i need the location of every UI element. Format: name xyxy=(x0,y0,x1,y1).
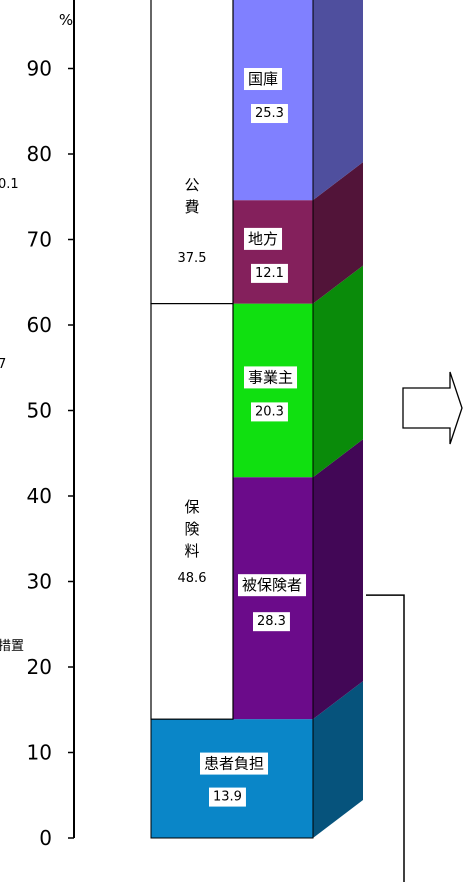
segment-value-label-box xyxy=(209,787,246,807)
bar-segment-side xyxy=(313,439,363,720)
bar-segment xyxy=(233,0,313,201)
segment-name-label-box xyxy=(244,68,283,91)
segment-name-label-box xyxy=(244,366,298,389)
segment-value-label: 13.9 xyxy=(213,790,242,805)
annotations: 公費 37.5 保険料 48.6 患者負担 13.9 被保険者 28.3 事業主 20.3 地方 12… xyxy=(178,68,463,882)
y-tick-label: 40 xyxy=(27,484,52,508)
bar-segment xyxy=(233,303,313,478)
y-axis-unit: % xyxy=(59,11,73,29)
bar-segment-side xyxy=(313,265,363,478)
segment-name-label: 被保険者 xyxy=(242,576,302,594)
left-column-label-char: 費 xyxy=(184,198,199,216)
segment-name-label: 事業主 xyxy=(248,368,293,386)
segment-value-label: 20.3 xyxy=(255,404,284,419)
y-tick-label: 0 xyxy=(39,826,52,850)
segment-value-label-box xyxy=(253,612,290,632)
segment-name-label: 患者負担 xyxy=(204,755,264,773)
y-tick-label: 70 xyxy=(27,228,52,252)
bar-segment xyxy=(233,200,313,304)
segment-value-label-box xyxy=(251,402,288,422)
segment-value-label: 25.3 xyxy=(255,106,284,121)
y-tick-label: 50 xyxy=(27,399,52,423)
bar-segment-side xyxy=(313,162,363,304)
bar-segment-side xyxy=(313,0,363,201)
insurance-premium-block xyxy=(150,303,234,720)
segment-value-label: 28.3 xyxy=(257,614,286,629)
clipped-left-texts: 0.1 7 措置 xyxy=(0,177,24,654)
y-tick-label: 90 xyxy=(27,57,52,81)
left-column-label-char: 公 xyxy=(184,176,199,194)
clipped-left-text: 7 xyxy=(0,357,6,372)
segment-value-label-box xyxy=(251,263,288,283)
y-axis: %0102030405060708090100 xyxy=(27,0,75,850)
y-tick-label: 10 xyxy=(27,741,52,765)
clipped-left-text: 0.1 xyxy=(0,177,19,192)
bar-segment xyxy=(151,719,313,838)
segment-value-label: 12.1 xyxy=(255,266,284,281)
left-column-label-char: 料 xyxy=(184,542,199,560)
y-tick-label: 20 xyxy=(27,655,52,679)
left-column-label-char: 険 xyxy=(184,520,199,538)
segment-name-label-box xyxy=(238,574,307,597)
y-tick-label: 80 xyxy=(27,142,52,166)
right-arrow-icon xyxy=(402,371,463,445)
left-column-value: 48.6 xyxy=(178,571,207,586)
stacked-bar xyxy=(150,0,363,839)
segment-value-label-box xyxy=(251,104,288,124)
left-column-value: 37.5 xyxy=(178,251,207,266)
connector-line xyxy=(366,594,405,882)
segment-name-label-box xyxy=(244,227,283,250)
bar-segment xyxy=(233,477,313,720)
segment-name-label-box xyxy=(200,752,269,775)
y-tick-label: 30 xyxy=(27,570,52,594)
left-column-label-char: 保 xyxy=(184,498,199,516)
bar-segment-side xyxy=(313,681,363,838)
bar-outline xyxy=(150,0,314,839)
y-tick-label: 60 xyxy=(27,313,52,337)
segment-name-label: 地方 xyxy=(248,230,278,248)
clipped-left-text: 措置 xyxy=(0,639,24,654)
segment-name-label: 国庫 xyxy=(248,70,278,88)
